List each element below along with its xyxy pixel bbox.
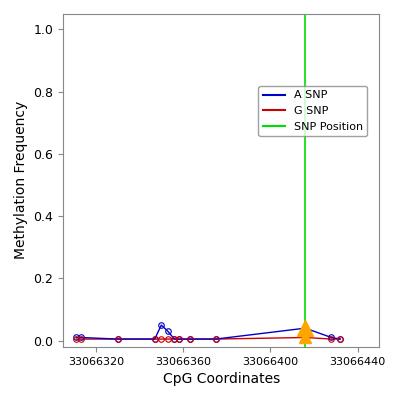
X-axis label: CpG Coordinates: CpG Coordinates — [163, 372, 280, 386]
Y-axis label: Methylation Frequency: Methylation Frequency — [14, 101, 28, 260]
Legend: A SNP, G SNP, SNP Position: A SNP, G SNP, SNP Position — [258, 86, 368, 136]
